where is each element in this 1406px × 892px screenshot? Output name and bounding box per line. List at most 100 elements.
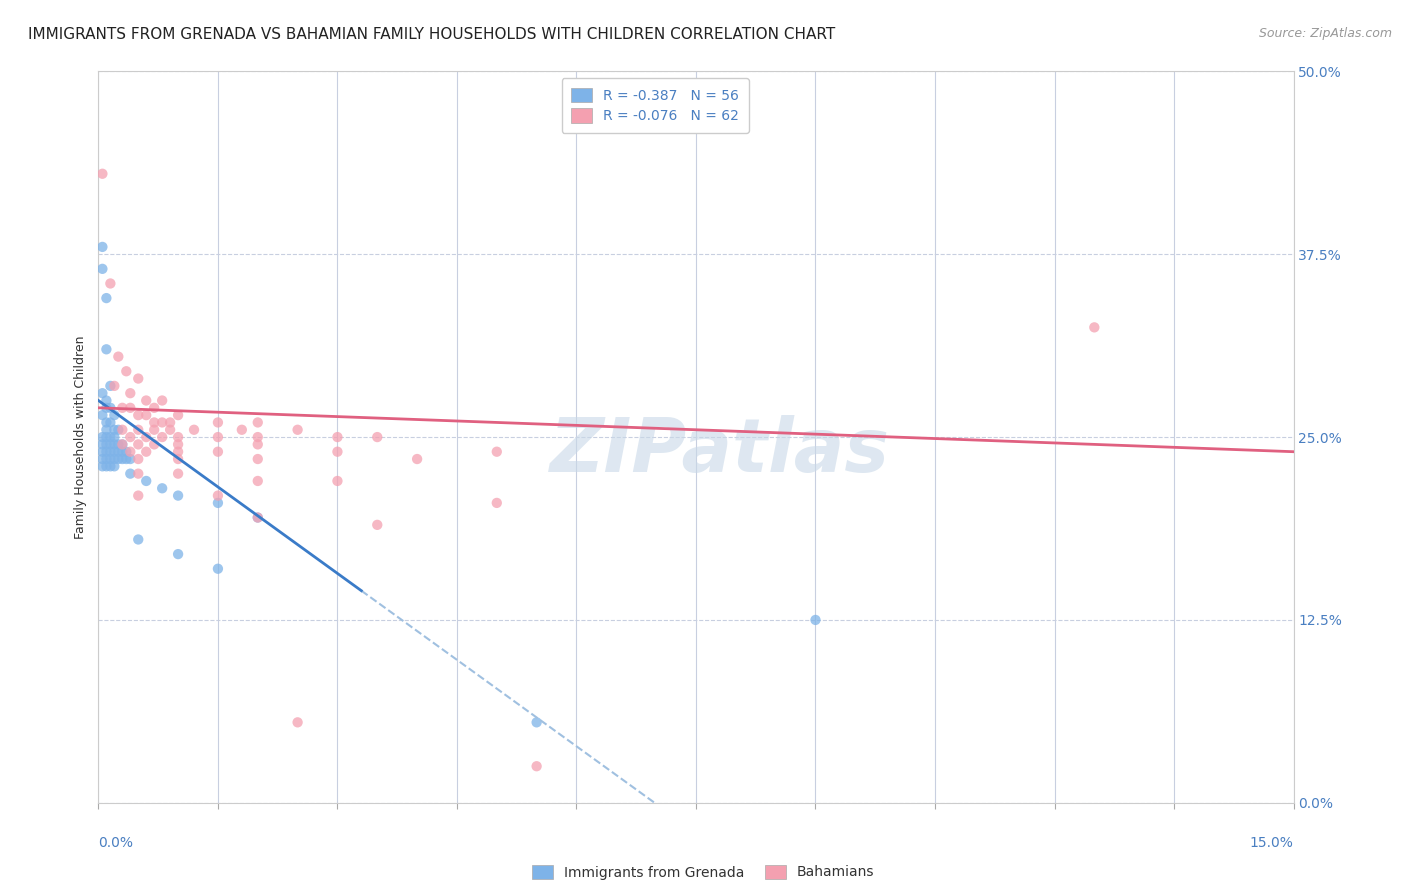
Point xyxy=(135,393,157,408)
Legend: R = -0.387   N = 56, R = -0.076   N = 62: R = -0.387 N = 56, R = -0.076 N = 62 xyxy=(561,78,749,133)
Legend: Immigrants from Grenada, Bahamians: Immigrants from Grenada, Bahamians xyxy=(526,859,880,885)
Point xyxy=(91,408,114,422)
Point xyxy=(246,416,269,430)
Point xyxy=(135,444,157,458)
Point xyxy=(246,452,269,467)
Point xyxy=(103,430,125,444)
Point xyxy=(111,437,134,451)
Point xyxy=(96,423,118,437)
Point xyxy=(135,474,157,488)
Point xyxy=(143,401,166,415)
Point xyxy=(107,350,129,364)
Point xyxy=(91,452,114,467)
Point xyxy=(207,489,229,503)
Text: ZIPatlas: ZIPatlas xyxy=(550,415,890,488)
Point xyxy=(127,437,149,451)
Point xyxy=(91,459,114,474)
Point xyxy=(246,430,269,444)
Point xyxy=(107,423,129,437)
Point xyxy=(127,467,149,481)
Point xyxy=(98,437,122,451)
Point xyxy=(96,437,118,451)
Point xyxy=(91,240,114,254)
Point xyxy=(120,467,142,481)
Y-axis label: Family Households with Children: Family Households with Children xyxy=(75,335,87,539)
Point xyxy=(150,416,173,430)
Point xyxy=(91,386,114,401)
Point xyxy=(98,379,122,393)
Point xyxy=(246,474,269,488)
Point xyxy=(103,408,125,422)
Point xyxy=(183,423,205,437)
Point xyxy=(326,444,349,458)
Point xyxy=(167,489,190,503)
Point xyxy=(207,496,229,510)
Point xyxy=(107,452,129,467)
Point xyxy=(366,430,388,444)
Point xyxy=(167,444,190,458)
Point xyxy=(111,423,134,437)
Point xyxy=(107,444,129,458)
Point xyxy=(96,444,118,458)
Point xyxy=(96,459,118,474)
Point xyxy=(159,416,181,430)
Point xyxy=(98,444,122,458)
Point xyxy=(526,759,548,773)
Point xyxy=(127,371,149,385)
Point xyxy=(96,452,118,467)
Point xyxy=(246,510,269,524)
Point xyxy=(115,444,138,458)
Point xyxy=(98,401,122,415)
Point xyxy=(526,715,548,730)
Point xyxy=(111,444,134,458)
Point xyxy=(167,547,190,561)
Point xyxy=(91,444,114,458)
Point xyxy=(103,437,125,451)
Point xyxy=(96,416,118,430)
Point xyxy=(207,444,229,458)
Point xyxy=(91,167,114,181)
Text: 15.0%: 15.0% xyxy=(1250,836,1294,850)
Point xyxy=(103,423,125,437)
Point xyxy=(143,437,166,451)
Point xyxy=(485,444,508,458)
Point xyxy=(91,261,114,276)
Point xyxy=(98,416,122,430)
Point xyxy=(98,459,122,474)
Point xyxy=(159,423,181,437)
Point xyxy=(1083,320,1105,334)
Point xyxy=(98,430,122,444)
Point xyxy=(115,452,138,467)
Point xyxy=(103,444,125,458)
Point xyxy=(167,437,190,451)
Point xyxy=(143,423,166,437)
Point xyxy=(167,408,190,422)
Text: IMMIGRANTS FROM GRENADA VS BAHAMIAN FAMILY HOUSEHOLDS WITH CHILDREN CORRELATION : IMMIGRANTS FROM GRENADA VS BAHAMIAN FAMI… xyxy=(28,27,835,42)
Point xyxy=(96,401,118,415)
Text: 0.0%: 0.0% xyxy=(98,836,134,850)
Point xyxy=(167,430,190,444)
Point xyxy=(111,401,134,415)
Point xyxy=(150,481,173,495)
Point xyxy=(98,277,122,291)
Point xyxy=(107,437,129,451)
Point xyxy=(207,562,229,576)
Point xyxy=(115,364,138,378)
Point xyxy=(326,474,349,488)
Point xyxy=(231,423,253,437)
Text: Source: ZipAtlas.com: Source: ZipAtlas.com xyxy=(1258,27,1392,40)
Point xyxy=(111,437,134,451)
Point xyxy=(326,430,349,444)
Point xyxy=(96,291,118,305)
Point xyxy=(120,430,142,444)
Point xyxy=(135,430,157,444)
Point xyxy=(150,430,173,444)
Point xyxy=(167,467,190,481)
Point xyxy=(120,386,142,401)
Point xyxy=(485,496,508,510)
Point xyxy=(167,452,190,467)
Point xyxy=(127,489,149,503)
Point xyxy=(103,459,125,474)
Point xyxy=(207,416,229,430)
Point xyxy=(287,715,309,730)
